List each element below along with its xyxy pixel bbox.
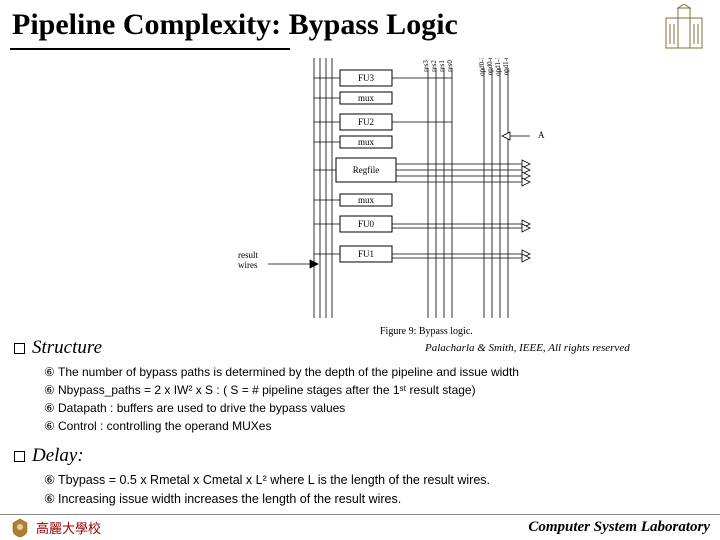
footer-left: 高麗大學校: [10, 518, 101, 538]
diagram-caption: Figure 9: Bypass logic.: [380, 326, 473, 337]
building-logo: [660, 4, 710, 52]
university-crest-icon: [10, 518, 30, 538]
hollow-square-bullet-icon: [14, 451, 25, 462]
list-item: ⑥Control : controlling the operand MUXes: [44, 417, 706, 435]
diagram-label-opd11: opd1-1: [494, 58, 502, 76]
svg-text:FU3: FU3: [358, 73, 375, 83]
list-item: ⑥The number of bypass paths is determine…: [44, 363, 706, 381]
svg-text:A: A: [538, 130, 545, 140]
svg-text:wires: wires: [238, 260, 258, 270]
svg-text:mux: mux: [358, 195, 375, 205]
hollow-square-bullet-icon: [14, 343, 25, 354]
delay-section: Delay: ⑥Tbypass = 0.5 x Rmetal x Cmetal …: [14, 445, 706, 509]
footer: 高麗大學校 Computer System Laboratory: [0, 514, 720, 540]
bypass-diagram: res3 res2 res1 res0 opd0-1 opd0-r opd1-1…: [230, 58, 590, 338]
svg-text:mux: mux: [358, 137, 375, 147]
svg-text:FU0: FU0: [358, 219, 375, 229]
bullet-text: Nbypass_paths = 2 x IW² x S : ( S = # pi…: [58, 383, 476, 397]
structure-heading-text: Structure: [32, 337, 102, 358]
structure-heading: Structure: [14, 337, 706, 359]
structure-section: Structure ⑥The number of bypass paths is…: [14, 337, 706, 435]
svg-text:Regfile: Regfile: [353, 165, 380, 175]
svg-text:result: result: [238, 250, 258, 260]
structure-bullets: ⑥The number of bypass paths is determine…: [44, 363, 706, 435]
footer-lab-name: Computer System Laboratory: [528, 519, 710, 536]
bullet-text: Increasing issue width increases the len…: [58, 492, 401, 506]
diagram-label-res2: res2: [430, 60, 438, 72]
title-underline: [10, 48, 290, 50]
diagram-label-res1: res1: [438, 60, 446, 72]
page-title: Pipeline Complexity: Bypass Logic: [12, 8, 458, 42]
delay-heading-text: Delay:: [32, 445, 84, 466]
delay-bullets: ⑥Tbypass = 0.5 x Rmetal x Cmetal x L² wh…: [44, 471, 706, 509]
diagram-label-opd01: opd0-1: [478, 58, 486, 76]
diagram-label-opd1r: opd1-r: [502, 58, 510, 75]
diagram-label-opd0r: opd0-r: [486, 58, 494, 75]
list-item: ⑥Datapath : buffers are used to drive th…: [44, 399, 706, 417]
svg-text:mux: mux: [358, 93, 375, 103]
delay-heading: Delay:: [14, 445, 706, 467]
bullet-text: Tbypass = 0.5 x Rmetal x Cmetal x L² whe…: [58, 473, 490, 487]
svg-text:FU2: FU2: [358, 117, 374, 127]
diagram-label-res3: res3: [422, 60, 430, 72]
bullet-text: Datapath : buffers are used to drive the…: [58, 401, 345, 415]
list-item: ⑥Nbypass_paths = 2 x IW² x S : ( S = # p…: [44, 381, 706, 399]
bullet-text: Control : controlling the operand MUXes: [58, 419, 271, 433]
footer-university-name: 高麗大學校: [36, 518, 101, 537]
list-item: ⑥Increasing issue width increases the le…: [44, 490, 706, 509]
list-item: ⑥Tbypass = 0.5 x Rmetal x Cmetal x L² wh…: [44, 471, 706, 490]
svg-text:FU1: FU1: [358, 249, 374, 259]
diagram-label-res0: res0: [446, 60, 454, 72]
bullet-text: The number of bypass paths is determined…: [58, 365, 519, 379]
